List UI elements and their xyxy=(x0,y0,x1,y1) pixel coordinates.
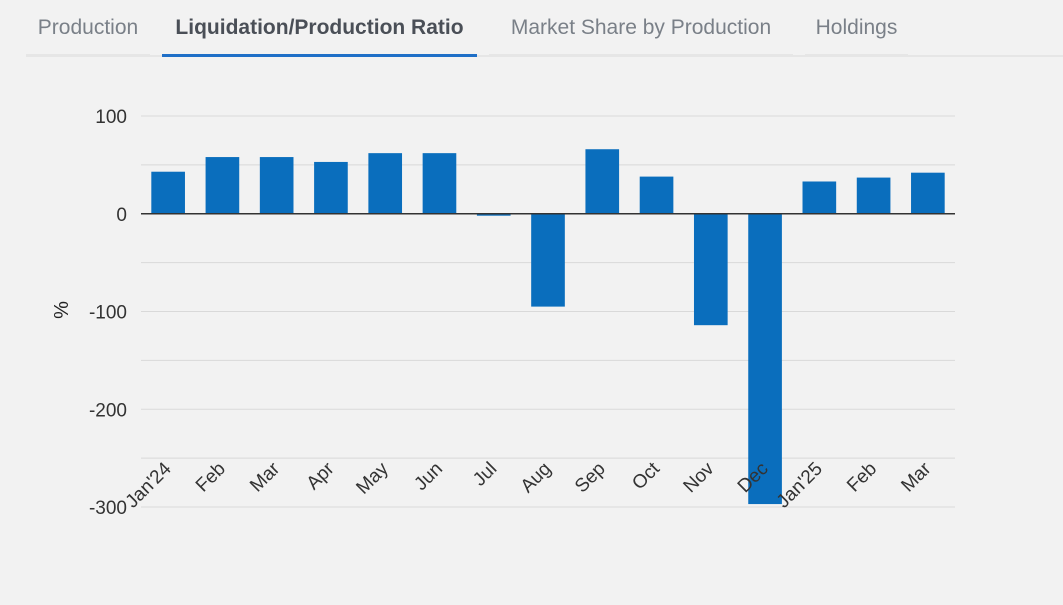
bar-2[interactable] xyxy=(259,157,294,214)
x-tick-label: Mar xyxy=(246,458,284,496)
bar-5[interactable] xyxy=(422,153,457,214)
x-tick-label: Jan'24 xyxy=(122,458,176,512)
tab-production[interactable]: Production xyxy=(26,0,150,57)
bar-11[interactable] xyxy=(748,213,782,505)
x-tick-label: Apr xyxy=(303,458,339,494)
bar-10[interactable] xyxy=(693,213,728,326)
bar-3[interactable] xyxy=(314,161,348,214)
x-tick-label: Mar xyxy=(897,458,935,496)
x-tick-label: May xyxy=(352,458,393,499)
tab-bar: Production Liquidation/Production Ratio … xyxy=(0,0,1063,58)
y-axis-label: % xyxy=(51,301,73,319)
x-tick-label: Jul xyxy=(469,458,501,490)
x-tick-label: Sep xyxy=(571,458,610,497)
bar-4[interactable] xyxy=(368,153,403,214)
bar-6[interactable] xyxy=(476,213,511,216)
bar-1[interactable] xyxy=(205,157,240,214)
x-tick-label: Aug xyxy=(517,458,556,497)
bar-9[interactable] xyxy=(639,176,674,214)
grid-layer xyxy=(141,115,955,508)
y-tick-label: -300 xyxy=(89,498,127,519)
y-tick-label: -100 xyxy=(89,303,127,324)
y-tick-label: 100 xyxy=(95,107,127,128)
x-tick-label: Jun xyxy=(410,458,447,495)
bar-0[interactable] xyxy=(151,171,185,214)
x-tick-labels: Jan'24 Feb Mar Apr May Jun Jul Aug Sep Oct Nov Dec J… xyxy=(122,458,936,513)
x-tick-label: Oct xyxy=(628,458,664,494)
bar-chart: 100 0 -100 -200 -300 Jan'24 Feb Mar Apr May Jun Ju… xyxy=(51,107,955,519)
y-tick-label: 0 xyxy=(116,205,127,226)
y-tick-label: -200 xyxy=(89,400,127,421)
x-tick-label: Feb xyxy=(192,458,230,496)
y-tick-labels: 100 0 -100 -200 -300 xyxy=(89,107,127,519)
tab-liquidation-production-ratio[interactable]: Liquidation/Production Ratio xyxy=(162,0,477,57)
x-tick-label: Nov xyxy=(680,458,719,497)
tab-holdings[interactable]: Holdings xyxy=(805,0,908,57)
bar-7[interactable] xyxy=(531,213,565,307)
tab-market-share-by-production[interactable]: Market Share by Production xyxy=(489,0,793,57)
bar-14[interactable] xyxy=(911,172,945,214)
bar-13[interactable] xyxy=(856,177,891,214)
x-tick-label: Feb xyxy=(843,458,881,496)
bar-layer xyxy=(151,149,945,505)
bar-12[interactable] xyxy=(802,181,837,214)
chart-container: 100 0 -100 -200 -300 Jan'24 Feb Mar Apr May Jun Ju… xyxy=(0,58,1063,600)
bar-8[interactable] xyxy=(585,149,620,214)
